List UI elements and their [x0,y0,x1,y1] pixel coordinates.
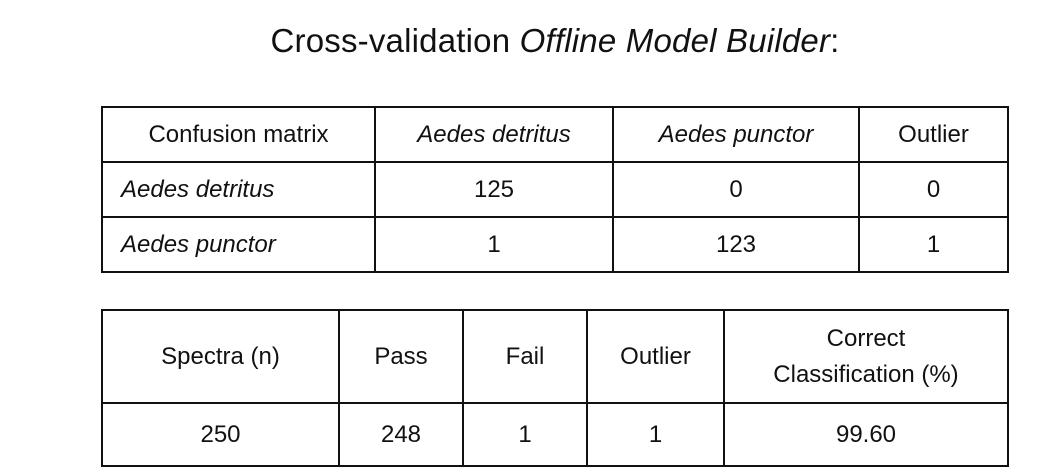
table-cell: 1 [586,402,725,467]
header-cell: Fail [462,309,588,404]
header-cell: Pass [338,309,464,404]
table-cell: 250 [101,402,340,467]
table-cell: 0 [612,161,860,218]
row-label: Aedes detritus [101,161,376,218]
table-cell: 123 [612,216,860,273]
title-italic: Offline Model Builder [519,22,831,59]
table-cell: 0 [858,161,1009,218]
table-cell: 99.60 [723,402,1009,467]
header-cell: Confusion matrix [101,106,376,163]
table-row: Aedes punctor 1 123 1 [101,216,1009,273]
table-cell: 1 [374,216,614,273]
table-cell: 1 [858,216,1009,273]
table-cell: 1 [462,402,588,467]
title-suffix: : [830,22,840,59]
table-header-row: Confusion matrix Aedes detritus Aedes pu… [101,106,1009,163]
header-cell: Outlier [858,106,1009,163]
confusion-matrix-table: Confusion matrix Aedes detritus Aedes pu… [101,106,1009,273]
header-cell: Spectra (n) [101,309,340,404]
header-cell: Aedes detritus [374,106,614,163]
header-line-2: Classification (%) [773,360,959,388]
header-cell-correct-classification: Correct Classification (%) [723,309,1009,404]
header-cell: Aedes punctor [612,106,860,163]
table-row: Aedes detritus 125 0 0 [101,161,1009,218]
header-cell: Outlier [586,309,725,404]
table-cell: 248 [338,402,464,467]
summary-table: Spectra (n) Pass Fail Outlier Correct Cl… [101,309,1009,467]
title-prefix: Cross-validation [270,22,520,59]
row-label: Aedes punctor [101,216,376,273]
table-row: 250 248 1 1 99.60 [101,402,1009,467]
table-cell: 125 [374,161,614,218]
page-title: Cross-validation Offline Model Builder: [0,22,1045,60]
header-line-1: Correct [826,324,906,352]
table-header-row: Spectra (n) Pass Fail Outlier Correct Cl… [101,309,1009,404]
